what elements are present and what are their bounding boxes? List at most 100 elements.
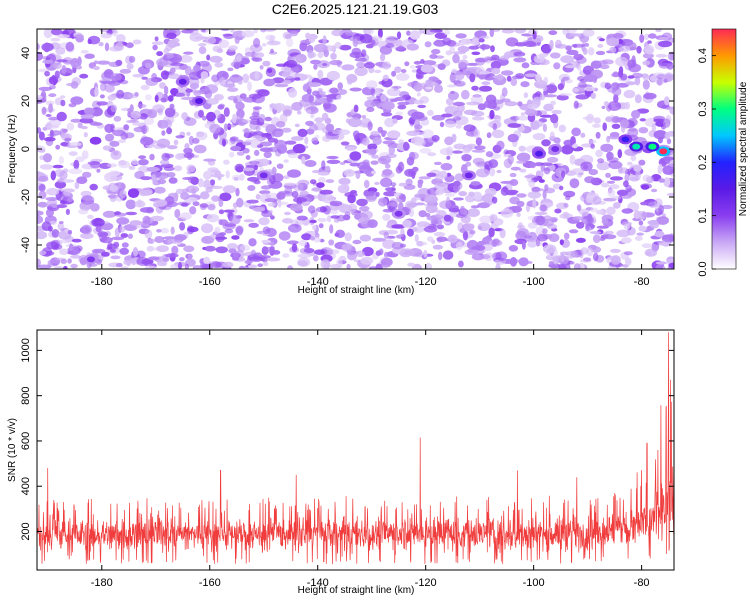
heatmap-cell <box>474 145 486 150</box>
heatmap-cell <box>138 165 150 173</box>
figure-title: C2E6.2025.121.21.19.G03 <box>272 1 439 17</box>
heatmap-cell <box>423 249 428 258</box>
heatmap-cell <box>339 44 352 51</box>
heatmap-cell <box>37 215 44 224</box>
heatmap-cell <box>590 92 597 100</box>
heatmap-cell <box>283 159 289 163</box>
heatmap-cell <box>479 85 492 92</box>
heatmap-cell <box>388 145 396 155</box>
heatmap-cell <box>242 73 250 84</box>
heatmap-cell <box>566 49 579 56</box>
heatmap-cell <box>560 253 565 263</box>
heatmap-cell <box>268 146 279 153</box>
heatmap-cell <box>112 127 126 131</box>
heatmap-cell <box>236 151 245 156</box>
heatmap-cell <box>252 57 263 62</box>
heatmap-cell <box>187 176 197 184</box>
heatmap-cell <box>176 188 185 195</box>
heatmap-cell <box>209 55 223 63</box>
heatmap-cell <box>163 48 170 54</box>
heatmap-cell <box>414 234 419 243</box>
heatmap-cell <box>663 118 671 128</box>
heatmap-cell <box>521 62 530 69</box>
heatmap-cell <box>141 76 148 80</box>
heatmap-cell <box>417 104 427 109</box>
heatmap-cell <box>623 180 629 188</box>
heatmap-y-tick-label: -40 <box>20 237 32 253</box>
heatmap-cell <box>231 235 240 240</box>
heatmap-cell <box>632 72 643 79</box>
heatmap-cell <box>593 117 601 124</box>
heatmap-cell <box>266 257 281 262</box>
heatmap-cell <box>252 206 266 212</box>
heatmap-cell <box>595 50 606 56</box>
heatmap-cell <box>37 43 40 51</box>
heatmap-cell <box>317 52 324 59</box>
heatmap-cell <box>274 83 289 88</box>
heatmap-cell <box>354 58 367 62</box>
heatmap-cell <box>210 169 219 174</box>
heatmap-cell <box>129 104 134 113</box>
heatmap-cell <box>411 69 418 73</box>
heatmap-cell <box>139 187 153 197</box>
heatmap-cell <box>149 153 155 161</box>
heatmap-cell <box>523 92 529 99</box>
heatmap-cell <box>559 239 564 246</box>
heatmap-cell <box>254 52 265 58</box>
heatmap-cell <box>564 65 577 69</box>
heatmap-cell <box>458 260 464 268</box>
heatmap-cell <box>616 189 629 196</box>
heatmap-cell <box>175 135 185 139</box>
heatmap-cell <box>275 121 286 128</box>
heatmap-cell <box>209 179 216 186</box>
heatmap-cell <box>231 74 240 78</box>
heatmap-cell <box>321 194 335 204</box>
heatmap-cell <box>638 220 644 226</box>
heatmap-cell <box>658 62 671 69</box>
heatmap-cell <box>287 169 301 178</box>
heatmap-x-tick-label: -160 <box>199 276 221 288</box>
heatmap-cell <box>534 188 545 192</box>
heatmap-cell <box>193 144 207 154</box>
heatmap-cell <box>325 135 334 140</box>
heatmap-cell <box>111 29 119 37</box>
heatmap-cell <box>543 103 554 112</box>
heatmap-cell <box>516 212 521 218</box>
heatmap-cell <box>447 84 457 88</box>
heatmap-cell <box>293 77 301 81</box>
heatmap-cell <box>627 127 639 138</box>
heatmap-cell <box>609 248 621 253</box>
heatmap-cell <box>201 223 214 234</box>
heatmap-cell <box>656 216 669 225</box>
heatmap-panel: -180 -160 -140 -120 -100 -80 -40 -20 0 20 40 Heig… <box>7 28 675 296</box>
heatmap-cell <box>471 116 485 121</box>
heatmap-cell <box>612 71 619 77</box>
heatmap-cell <box>479 44 491 50</box>
heatmap-cell <box>463 124 476 132</box>
heatmap-cell <box>648 33 657 39</box>
heatmap-cell <box>129 220 143 226</box>
heatmap-cell <box>238 265 246 269</box>
heatmap-cell <box>48 93 57 98</box>
heatmap-cell <box>501 70 514 76</box>
heatmap-cell <box>405 178 413 186</box>
heatmap-cell <box>248 222 259 228</box>
heatmap-cell <box>516 200 525 208</box>
heatmap-cell <box>206 214 220 223</box>
heatmap-cell <box>634 209 640 219</box>
heatmap-cell <box>556 202 569 210</box>
heatmap-cell <box>107 241 113 250</box>
heatmap-cell <box>209 185 223 189</box>
heatmap-cell <box>535 73 542 82</box>
heatmap-cell <box>563 139 575 147</box>
heatmap-cell <box>616 229 631 238</box>
heatmap-cell <box>260 185 272 190</box>
heatmap-cell <box>228 45 238 51</box>
heatmap-cell <box>301 156 306 165</box>
heatmap-cell <box>407 82 418 87</box>
heatmap-cell <box>183 147 193 154</box>
heatmap-cell <box>37 231 48 240</box>
heatmap-cell <box>110 104 118 113</box>
heatmap-cell <box>413 60 422 65</box>
